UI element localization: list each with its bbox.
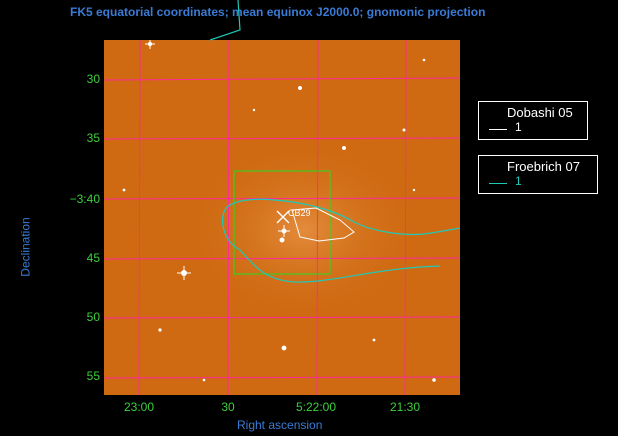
xtick-52200: 5:22:00	[295, 400, 337, 414]
ytick-340: −3:40	[69, 192, 100, 206]
grid-ra-2130	[404, 40, 407, 395]
y-axis-label: Declination	[18, 217, 33, 277]
contour-top	[210, 0, 241, 41]
ytick-30: 30	[86, 72, 100, 86]
legend-dobashi[interactable]: Dobashi 05 1	[478, 101, 588, 140]
legend-froebrich-line	[489, 183, 507, 184]
legend-dobashi-line	[489, 129, 507, 130]
xtick-2300: 23:00	[123, 400, 155, 414]
x-axis-label: Right ascension	[237, 418, 323, 432]
legend-froebrich-value: 1	[515, 174, 522, 188]
sky-image[interactable]: CB29	[104, 40, 460, 395]
legend-dobashi-value: 1	[515, 120, 522, 134]
xtick-30: 30	[221, 400, 235, 414]
grid-ra-2300	[138, 40, 141, 395]
nebula-glow	[184, 140, 424, 320]
grid-dec-50	[104, 316, 460, 319]
froebrich-contour-upper	[225, 198, 460, 236]
xtick-2130: 21:30	[389, 400, 421, 414]
object-label: CB29	[288, 208, 311, 218]
grid-dec-45	[104, 257, 460, 260]
grid-ra-2200	[316, 40, 319, 395]
ytick-50: 50	[86, 310, 100, 324]
grid-ra-2230	[227, 40, 230, 395]
grid-dec-30	[104, 77, 460, 81]
ytick-45: 45	[86, 251, 100, 265]
ytick-35: 35	[86, 131, 100, 145]
grid-dec-40	[104, 197, 460, 200]
legend-dobashi-title: Dobashi 05	[507, 105, 573, 120]
legend-froebrich-title: Froebrich 07	[507, 159, 580, 174]
grid-overlay: CB29	[104, 40, 460, 395]
grid-dec-35	[104, 137, 460, 140]
legend-froebrich[interactable]: Froebrich 07 1	[478, 155, 598, 194]
froebrich-contour	[222, 207, 441, 283]
object-marker[interactable]	[276, 210, 290, 224]
grid-dec-55	[104, 376, 460, 379]
plot-title: FK5 equatorial coordinates; mean equinox…	[70, 5, 486, 19]
star-spikes	[145, 40, 290, 280]
ytick-55: 55	[86, 369, 100, 383]
region-box[interactable]	[233, 170, 331, 275]
dobashi-contour	[291, 207, 355, 242]
